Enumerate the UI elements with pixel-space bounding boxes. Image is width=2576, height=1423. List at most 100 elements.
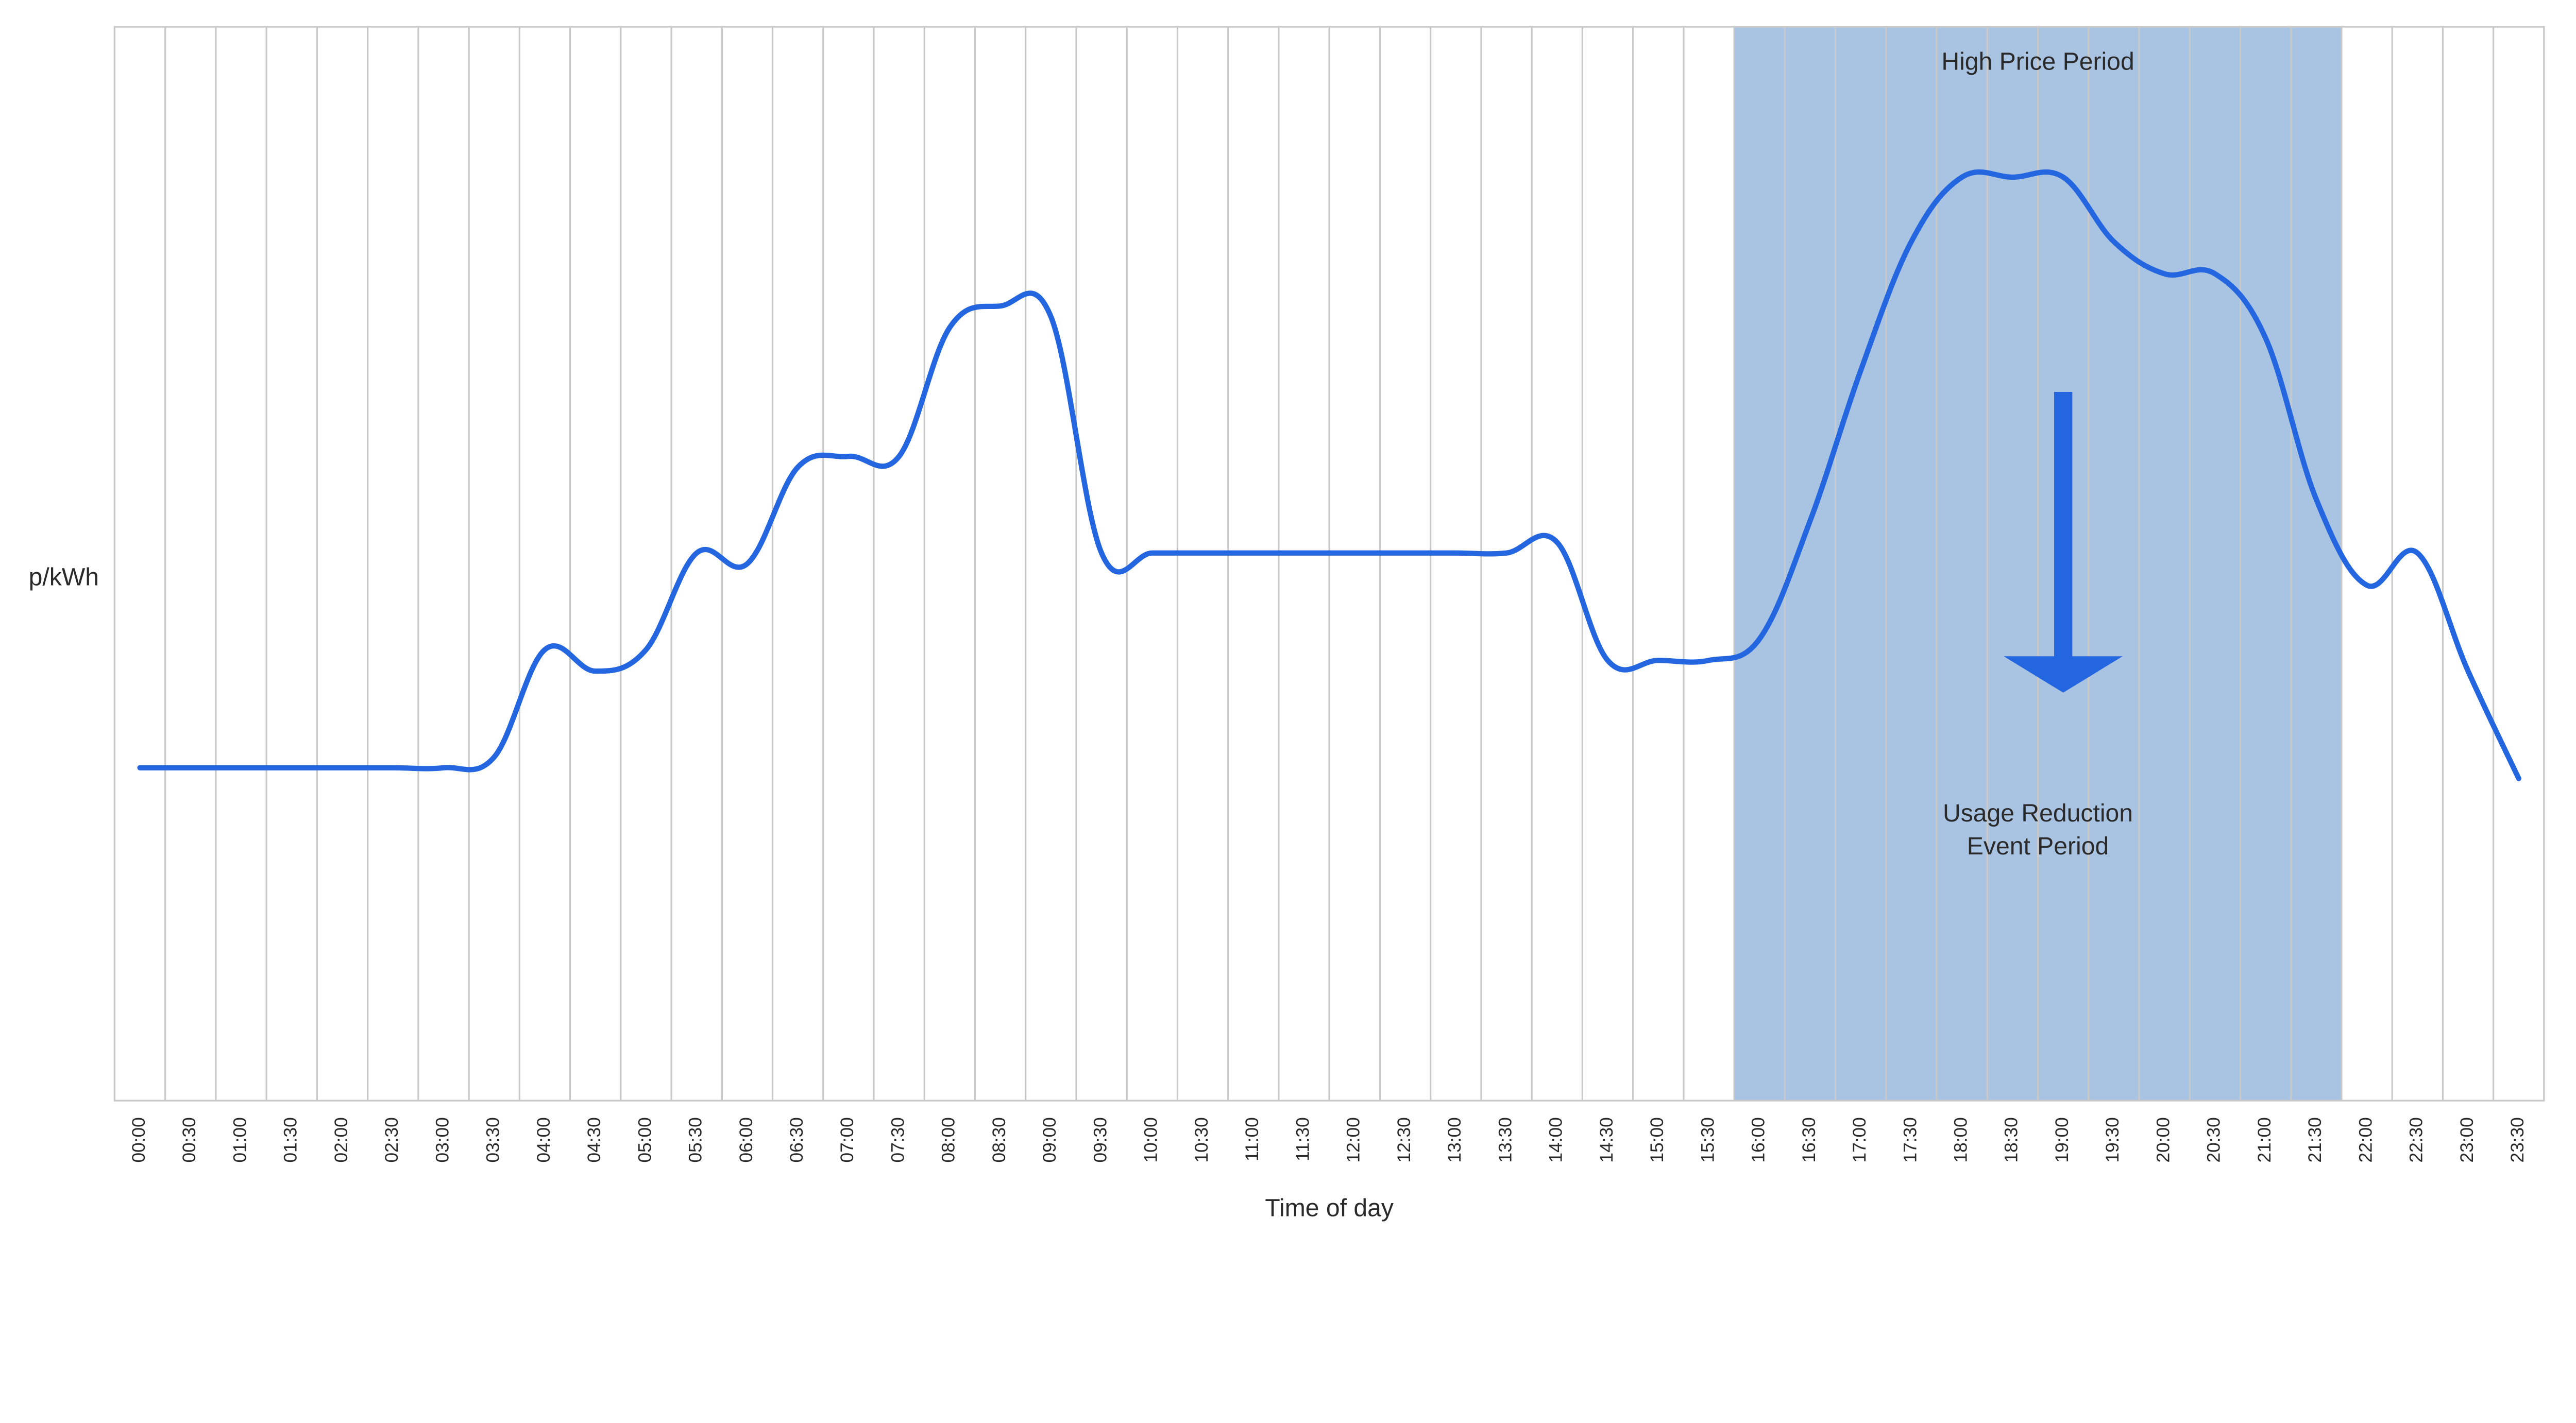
x-tick-label: 03:30: [483, 1117, 503, 1162]
high-price-label: High Price Period: [1941, 47, 2134, 75]
x-tick-label: 08:30: [989, 1117, 1009, 1162]
x-tick: 10:00: [1141, 1117, 1161, 1162]
x-tick: 09:30: [1090, 1117, 1110, 1162]
x-tick: 02:00: [331, 1117, 351, 1162]
x-tick: 18:00: [1951, 1117, 1971, 1162]
x-tick-label: 15:00: [1647, 1117, 1667, 1162]
x-tick-label: 15:30: [1698, 1117, 1718, 1162]
x-tick-label: 00:00: [129, 1117, 149, 1162]
x-tick: 11:00: [1242, 1117, 1262, 1161]
x-tick: 09:00: [1040, 1117, 1060, 1162]
x-tick-label: 09:00: [1040, 1117, 1060, 1162]
x-tick: 12:30: [1394, 1117, 1414, 1162]
x-tick-label: 12:30: [1394, 1117, 1414, 1162]
x-tick: 12:00: [1344, 1117, 1364, 1162]
x-tick-label: 02:30: [382, 1117, 402, 1162]
x-tick-label: 16:30: [1799, 1117, 1819, 1162]
x-tick: 00:30: [179, 1117, 199, 1162]
x-tick: 07:00: [837, 1117, 857, 1162]
x-tick-label: 17:30: [1900, 1117, 1920, 1162]
x-tick-label: 18:00: [1951, 1117, 1971, 1162]
price-chart: High Price Period Usage Reduction Event Pe…: [0, 0, 2576, 1281]
x-tick: 20:00: [2153, 1117, 2173, 1162]
x-tick-label: 13:00: [1445, 1117, 1465, 1162]
x-tick-label: 00:30: [179, 1117, 199, 1162]
x-tick-label: 02:00: [331, 1117, 351, 1162]
x-tick: 21:00: [2255, 1117, 2275, 1162]
x-tick-label: 23:30: [2507, 1117, 2528, 1162]
x-tick-label: 21:00: [2255, 1117, 2275, 1162]
x-tick: 05:30: [686, 1117, 706, 1162]
x-tick-label: 14:00: [1546, 1117, 1566, 1162]
x-tick: 17:00: [1850, 1117, 1870, 1162]
x-tick-label: 07:30: [888, 1117, 908, 1162]
x-tick-label: 20:00: [2153, 1117, 2173, 1162]
x-tick: 16:30: [1799, 1117, 1819, 1162]
x-tick: 16:00: [1749, 1117, 1769, 1162]
x-tick-label: 11:30: [1293, 1117, 1313, 1161]
x-tick-label: 05:30: [686, 1117, 706, 1162]
x-tick: 14:30: [1597, 1117, 1617, 1162]
x-tick-label: 12:00: [1344, 1117, 1364, 1162]
x-tick: 08:30: [989, 1117, 1009, 1162]
x-tick: 17:30: [1900, 1117, 1920, 1162]
x-tick-label: 04:00: [534, 1117, 554, 1162]
x-tick-label: 17:00: [1850, 1117, 1870, 1162]
x-tick: 04:00: [534, 1117, 554, 1162]
x-tick: 13:00: [1445, 1117, 1465, 1162]
x-tick-label: 05:00: [635, 1117, 655, 1162]
x-tick-label: 10:00: [1141, 1117, 1161, 1162]
x-tick-label: 13:30: [1495, 1117, 1515, 1162]
x-tick-label: 11:00: [1242, 1117, 1262, 1161]
x-tick: 03:00: [432, 1117, 452, 1162]
x-tick-label: 19:30: [2103, 1117, 2123, 1162]
x-tick-label: 06:30: [787, 1117, 807, 1162]
chart-svg: High Price Period Usage Reduction Event Pe…: [15, 10, 2561, 1266]
x-tick: 14:00: [1546, 1117, 1566, 1162]
x-tick: 23:00: [2457, 1117, 2477, 1162]
x-tick-label: 19:00: [2052, 1117, 2072, 1162]
x-tick: 03:30: [483, 1117, 503, 1162]
x-tick-label: 22:00: [2355, 1117, 2376, 1162]
x-tick: 05:00: [635, 1117, 655, 1162]
x-tick: 00:00: [129, 1117, 149, 1162]
x-tick: 23:30: [2507, 1117, 2528, 1162]
x-tick-label: 23:00: [2457, 1117, 2477, 1162]
x-tick: 11:30: [1293, 1117, 1313, 1161]
x-tick: 06:30: [787, 1117, 807, 1162]
x-tick-label: 06:00: [736, 1117, 756, 1162]
x-tick-label: 03:00: [432, 1117, 452, 1162]
x-tick-label: 01:00: [230, 1117, 250, 1162]
usage-reduction-label-1: Usage Reduction: [1943, 799, 2133, 827]
x-tick: 15:30: [1698, 1117, 1718, 1162]
x-axis-label: Time of day: [1265, 1194, 1394, 1222]
x-tick-label: 14:30: [1597, 1117, 1617, 1162]
x-tick-label: 21:30: [2305, 1117, 2325, 1162]
x-tick-label: 18:30: [2002, 1117, 2022, 1162]
x-tick: 13:30: [1495, 1117, 1515, 1162]
x-tick: 02:30: [382, 1117, 402, 1162]
x-tick: 06:00: [736, 1117, 756, 1162]
x-tick: 04:30: [584, 1117, 604, 1162]
x-tick-label: 20:30: [2204, 1117, 2224, 1162]
usage-reduction-label-2: Event Period: [1967, 832, 2109, 860]
x-tick: 08:00: [939, 1117, 959, 1162]
x-tick-label: 07:00: [837, 1117, 857, 1162]
x-tick-label: 22:30: [2406, 1117, 2427, 1162]
x-tick-label: 10:30: [1192, 1117, 1212, 1162]
x-tick: 21:30: [2305, 1117, 2325, 1162]
y-axis-label: p/kWh: [29, 563, 99, 591]
x-tick: 15:00: [1647, 1117, 1667, 1162]
x-tick: 10:30: [1192, 1117, 1212, 1162]
x-tick: 18:30: [2002, 1117, 2022, 1162]
x-tick: 07:30: [888, 1117, 908, 1162]
x-tick-label: 08:00: [939, 1117, 959, 1162]
x-tick: 22:00: [2355, 1117, 2376, 1162]
x-tick: 01:00: [230, 1117, 250, 1162]
x-tick: 22:30: [2406, 1117, 2427, 1162]
x-tick-label: 16:00: [1749, 1117, 1769, 1162]
x-tick-label: 04:30: [584, 1117, 604, 1162]
x-tick: 01:30: [281, 1117, 301, 1162]
x-tick-label: 01:30: [281, 1117, 301, 1162]
x-tick: 19:00: [2052, 1117, 2072, 1162]
